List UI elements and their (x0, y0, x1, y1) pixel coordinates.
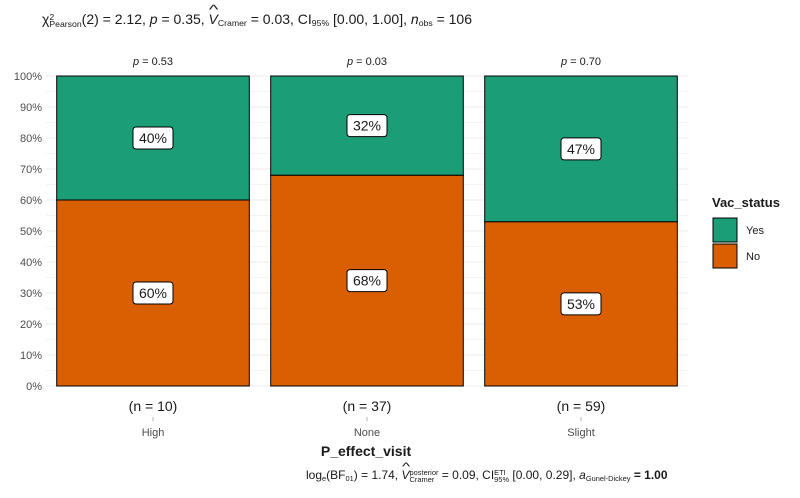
cramer-subscript: Cramer (217, 18, 247, 29)
x-axis-title: P_effect_visit (321, 443, 412, 459)
bf-text: (BF (326, 468, 346, 482)
x-axis: p = 0.53 (n = 10) High p = 0.03 (n = 37) None… (129, 56, 606, 439)
eti-ci-label: CI (482, 468, 495, 482)
posterior-superscript: posterior (409, 468, 439, 478)
y-tick-label: 80% (20, 133, 42, 145)
chi-subscript: Pearson (49, 19, 82, 30)
cramer-v-letter: V (209, 11, 218, 27)
n-letter: n (410, 11, 419, 27)
percentage-label: 68% (353, 273, 381, 289)
count-label: (n = 10) (129, 398, 178, 414)
y-tick-label: 60% (20, 195, 42, 207)
legend-key-yes (712, 217, 738, 243)
percentage-label-box (346, 269, 388, 293)
y-tick-label: 30% (20, 288, 42, 300)
y-tick-label: 0% (26, 381, 42, 393)
percentage-label-box (560, 292, 602, 316)
p-value-label: p = 0.70 (560, 56, 601, 68)
chi-symbol: χ (42, 11, 50, 27)
x-tick-label: None (354, 427, 380, 439)
legend-key-no (712, 243, 738, 269)
y-tick-label: 100% (14, 71, 42, 83)
eti-superscript: ETI (494, 468, 506, 478)
posterior-value: = 0.09, (441, 468, 479, 482)
percentage-label-box (132, 126, 174, 150)
legend: Vac_status Yes No (712, 195, 780, 269)
percentage-label-box (346, 114, 388, 138)
cramer-value: = 0.03, (250, 11, 294, 27)
y-tick-label: 50% (20, 226, 42, 238)
a-letter: a (579, 468, 586, 482)
x-tick-label: Slight (567, 427, 595, 439)
legend-label-no: No (746, 251, 760, 263)
n-value: = 106 (436, 11, 472, 27)
percentage-label: 53% (567, 296, 595, 312)
percentage-label-box (560, 137, 602, 161)
y-tick-label: 40% (20, 257, 42, 269)
x-tick-label: High (142, 427, 165, 439)
bf-subscript: 01 (345, 473, 354, 483)
chi-value: (2) = 2.12, (81, 11, 146, 27)
percentage-label-box (132, 281, 174, 305)
percentage-label: 60% (139, 285, 167, 301)
n-subscript: obs (418, 18, 433, 29)
y-tick-label: 10% (20, 350, 42, 362)
y-tick-label: 20% (20, 319, 42, 331)
bars: 60% 40% 68% 32% 53% 47% (56, 75, 678, 387)
percentage-label: 32% (353, 118, 381, 134)
a-value: = 1.00 (633, 468, 668, 482)
p-letter: p (149, 11, 158, 27)
legend-title: Vac_status (712, 195, 780, 210)
percentage-label: 40% (139, 130, 167, 146)
chi-superscript: 2 (49, 11, 55, 22)
ci-label: CI (297, 11, 312, 27)
ci-value: [0.00, 1.00], (333, 11, 407, 27)
log-subscript: e (322, 473, 327, 483)
eti-subscript: 95% (494, 474, 510, 484)
bf-value: ) = 1.74, (353, 468, 399, 482)
percentage-label: 47% (567, 141, 595, 157)
y-tick-label: 70% (20, 164, 42, 176)
p-value-label: p = 0.53 (132, 56, 173, 68)
count-label: (n = 59) (557, 398, 606, 414)
p-value: = 0.35, (161, 11, 205, 27)
log-text: log (306, 468, 323, 482)
posterior-subscript: Cramer (409, 474, 435, 484)
y-tick-label: 90% (20, 102, 42, 114)
legend-label-yes: Yes (746, 225, 764, 237)
y-axis-ticks: 0% 10% 20% 30% 40% 50% 60% 70% 80% 90% 100% (14, 71, 42, 393)
posterior-v-letter: V (402, 468, 410, 482)
count-label: (n = 37) (343, 398, 392, 414)
ci-subscript: 95% (311, 18, 330, 29)
eti-ci-value: [0.00, 0.29], (512, 468, 576, 482)
p-value-label: p = 0.03 (346, 56, 387, 68)
a-subscript: Gunel-Dickey (585, 473, 631, 483)
